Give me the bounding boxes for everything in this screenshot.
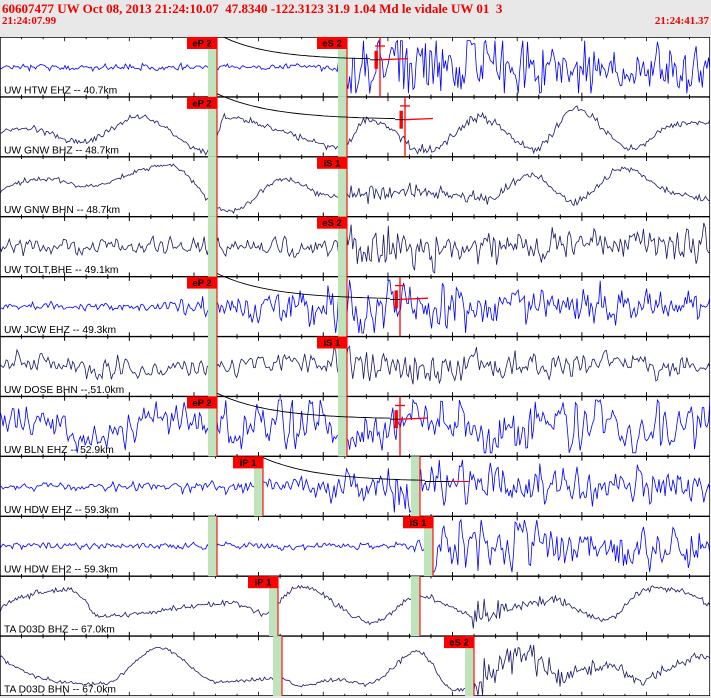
svg-text:UW HDW EHZ -- 59.3km: UW HDW EHZ -- 59.3km — [4, 505, 118, 516]
svg-text:eP 2: eP 2 — [192, 398, 211, 409]
svg-text:eP 2: eP 2 — [192, 278, 211, 289]
svg-text:UW JCW EHZ -- 49.3km: UW JCW EHZ -- 49.3km — [4, 325, 116, 336]
svg-text:UW DOSE BHN --,51.0km: UW DOSE BHN --,51.0km — [4, 385, 124, 396]
svg-text:UW HDW EH2 -- 59.3km: UW HDW EH2 -- 59.3km — [4, 565, 118, 576]
svg-text:eP 2: eP 2 — [192, 98, 211, 109]
svg-text:eP 2: eP 2 — [192, 39, 211, 50]
svg-text:eS 2: eS 2 — [449, 638, 469, 649]
svg-text:eS 2: eS 2 — [322, 218, 342, 229]
svg-text:iP 1: iP 1 — [255, 578, 272, 589]
svg-text:eS 2: eS 2 — [322, 39, 342, 50]
svg-text:UW BLN EHZ -- 52.9km: UW BLN EHZ -- 52.9km — [4, 445, 114, 456]
svg-text:UW GNW BHZ -- 48.7km: UW GNW BHZ -- 48.7km — [4, 145, 119, 156]
svg-text:iP 1: iP 1 — [240, 458, 257, 469]
svg-text:UW TOLT,BHE -- 49.1km: UW TOLT,BHE -- 49.1km — [4, 265, 118, 276]
svg-text:TA D03D BHN -- 67.0km: TA D03D BHN -- 67.0km — [4, 685, 116, 696]
svg-text:UW HTW EHZ -- 40.7km: UW HTW EHZ -- 40.7km — [4, 85, 117, 96]
svg-text:iS 1: iS 1 — [410, 518, 428, 529]
svg-text:UW GNW BHN -- 48.7km: UW GNW BHN -- 48.7km — [4, 205, 120, 216]
svg-text:iS 1: iS 1 — [324, 338, 342, 349]
svg-text:iS 1: iS 1 — [324, 158, 342, 169]
svg-text:TA D03D BHZ -- 67.0km: TA D03D BHZ -- 67.0km — [4, 625, 115, 636]
